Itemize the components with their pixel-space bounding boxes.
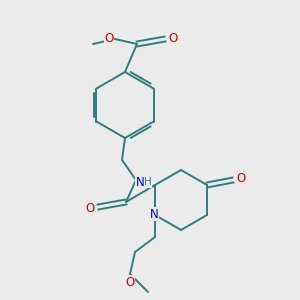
Text: O: O — [236, 172, 246, 185]
Text: N: N — [136, 176, 144, 188]
Text: H: H — [144, 177, 152, 187]
Text: O: O — [104, 32, 114, 44]
Text: N: N — [150, 208, 158, 220]
Text: O: O — [125, 275, 135, 289]
Text: O: O — [168, 32, 178, 44]
Text: O: O — [85, 202, 94, 214]
